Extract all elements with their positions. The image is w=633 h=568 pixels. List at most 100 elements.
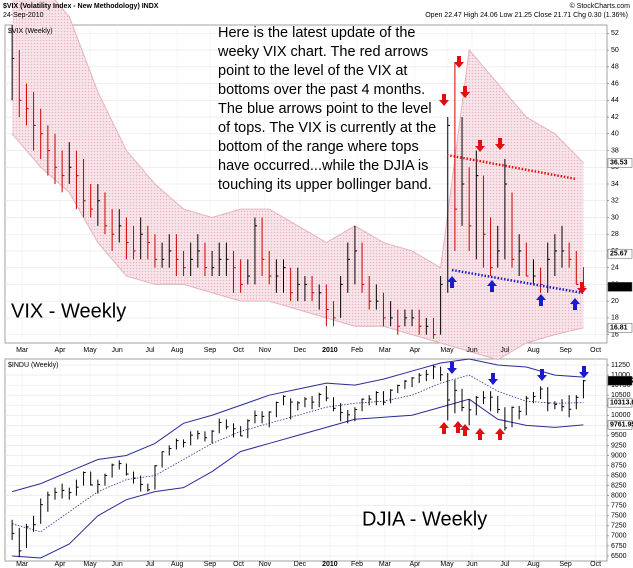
price-label: 36.53 (610, 160, 628, 167)
front-layer: $VIX (Volatility Index - New Methodology… (3, 2, 633, 568)
y-tick-label: 44 (611, 97, 619, 104)
price-label: 16.81 (610, 325, 628, 332)
x-tick-label: 2010 (322, 347, 338, 354)
y-tick-label: 40 (611, 131, 619, 138)
arrow (453, 421, 463, 433)
arrow (536, 294, 546, 306)
x-tick-label: Jun (111, 347, 122, 354)
x-tick-label: Jun (466, 561, 477, 568)
blue-arrows-vix (447, 276, 580, 310)
annotation-line: of tops. The VIX is currently at the (218, 120, 436, 136)
annotation-line: point to the level of the VIX at (218, 63, 407, 79)
y-tick-label: 6500 (611, 553, 627, 560)
y-tick-label: 48 (611, 64, 619, 71)
x-tick-label: Feb (351, 561, 363, 568)
red-arrow-vix-last (577, 282, 587, 294)
arrow (488, 373, 498, 385)
arrow (439, 94, 449, 106)
x-tick-label: Dec (294, 347, 307, 354)
blue-arrows-djia (447, 362, 589, 385)
y-tick-label: 10750 (611, 382, 631, 389)
y-tick-label: 9250 (611, 442, 627, 449)
x-tick-label: Jul (500, 347, 509, 354)
price-label: 10860.26 (610, 378, 633, 385)
arrow (487, 280, 497, 292)
annotation-line: touching its upper bollinger band. (218, 177, 432, 193)
x-tick-label: Sep (204, 347, 217, 354)
x-tick-label: Nov (259, 561, 272, 568)
price-label-box (607, 248, 633, 259)
arrow (579, 366, 589, 378)
y-tick-label: 6750 (611, 543, 627, 550)
x-tick-label: Jun (466, 347, 477, 354)
arrow (475, 428, 485, 440)
annotation-line: The blue arrows point to the level (218, 101, 432, 117)
x-tick-label: Jul (145, 347, 154, 354)
y-tick-label: 20 (611, 298, 619, 305)
bollinger-upper (12, 358, 584, 493)
x-tick-label: Oct (590, 347, 601, 354)
x-tick-label: Aug (171, 561, 184, 568)
price-label-box (607, 420, 633, 430)
y-tick-label: 7750 (611, 503, 627, 510)
arrow (447, 276, 457, 288)
arrow (537, 369, 547, 381)
y-tick-label: 18 (611, 315, 619, 322)
y-tick-label: 8000 (611, 493, 627, 500)
x-tick-label: Apr (409, 561, 421, 568)
arrow (577, 282, 587, 294)
y-tick-label: 36 (611, 164, 619, 171)
x-tick-label: Sep (204, 561, 217, 568)
price-label-box (607, 323, 633, 333)
annotation-line: bottom of the range where tops (218, 139, 419, 155)
price-label-box (607, 282, 633, 292)
legend: $INDU (Weekly) (8, 362, 58, 369)
chart-date: 24-Sep-2010 (3, 12, 44, 19)
marks-layer (11, 0, 586, 559)
price-label: 10313.60 (610, 400, 633, 407)
panel-label: DJIA - Weekly (362, 508, 487, 530)
arrow (495, 138, 505, 150)
y-tick-label: 30 (611, 214, 619, 221)
x-tick-label: Apr (409, 347, 421, 354)
red-arrows-djia (439, 421, 505, 440)
arrow (475, 140, 485, 152)
arrow (460, 86, 470, 98)
x-tick-label: Mar (379, 347, 392, 354)
red-arrows-vix (439, 56, 505, 152)
x-tick-label: Sep (559, 347, 572, 354)
y-tick-label: 42 (611, 114, 619, 121)
y-tick-label: 46 (611, 80, 619, 87)
bollinger-upper (54, 0, 584, 269)
x-tick-label: Feb (351, 347, 363, 354)
y-tick-label: 11000 (611, 372, 630, 379)
x-tick-label: Jun (111, 561, 122, 568)
y-tick-label: 7000 (611, 533, 627, 540)
price-label: 9761.95 (610, 422, 633, 429)
x-tick-label: May (83, 347, 97, 354)
x-tick-label: Apr (55, 561, 67, 568)
legend: $VIX (Weekly) (8, 28, 53, 35)
x-tick-label: Oct (590, 561, 601, 568)
y-tick-label: 52 (611, 30, 619, 37)
y-tick-label: 10500 (611, 392, 631, 399)
chart-title: $VIX (Volatility Index - New Methodology… (3, 3, 159, 10)
red-trendline (446, 153, 577, 181)
annotation-line: have occurred...while the DJIA is (218, 158, 428, 174)
y-tick-label: 28 (611, 231, 619, 238)
price-label: 25.67 (610, 251, 628, 258)
y-tick-label: 7250 (611, 523, 627, 530)
x-tick-label: Oct (233, 561, 244, 568)
x-tick-label: Mar (16, 347, 29, 354)
y-tick-label: 10000 (611, 412, 631, 419)
x-tick-label: Apr (55, 347, 67, 354)
bollinger-band-area (12, 0, 584, 360)
plot-area (4, 358, 608, 562)
quote: Open 22.47 High 24.06 Low 21.25 Close 21… (425, 12, 628, 19)
y-tick-label: 34 (611, 181, 619, 188)
x-tick-label: Aug (527, 561, 540, 568)
x-tick-label: Jul (500, 561, 509, 568)
x-tick-label: 2010 (322, 561, 338, 568)
